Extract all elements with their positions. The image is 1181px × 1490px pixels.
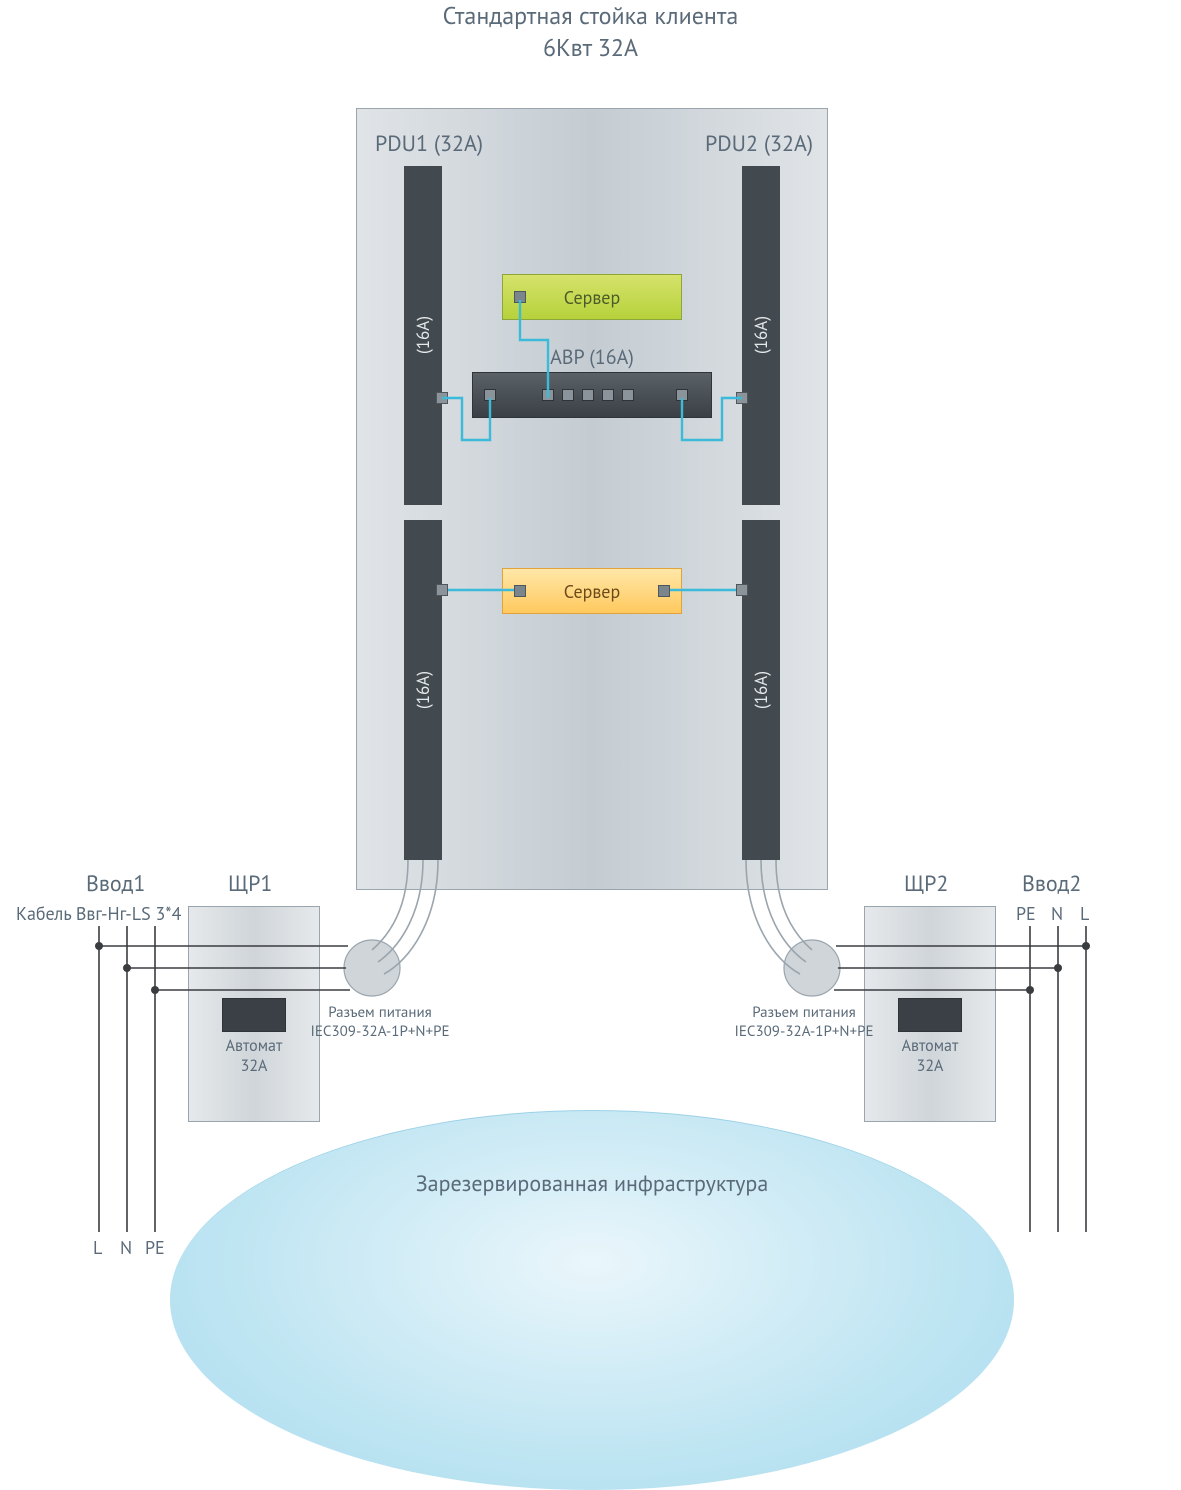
pdu1-port-avr-icon [436,392,448,404]
automat-left-label: Автомат 32А [200,1036,308,1076]
avr-port-right-icon [676,389,688,401]
pdu2-seg-bot: (16А) [742,520,780,860]
connector-right-label2: IEC309-32A-1P+N+PE [734,1022,873,1041]
input2-title: Ввод2 [1022,870,1081,898]
avr-port-mid5-icon [622,389,634,401]
input2-PE: PE [1016,902,1036,925]
automat-left [222,998,286,1032]
input2-L: L [1080,902,1089,925]
input1-title: Ввод1 [86,870,145,898]
pdu1-seg-top-label: (16А) [404,166,442,505]
connector-left-label2: IEC309-32A-1P+N+PE [310,1022,449,1041]
server-orange-port-right-icon [658,585,670,597]
server-orange-port-left-icon [514,585,526,597]
input-lines-left [99,926,155,1232]
pdu1-seg-bot-label: (16А) [404,520,442,860]
automat-left-label1: Автомат [226,1036,283,1056]
avr-port-mid4-icon [602,389,614,401]
automat-right-label2: 32А [917,1056,944,1076]
avr-label: АВР (16А) [472,344,712,370]
avr-port-mid1-icon [542,389,554,401]
automat-right-label: Автомат 32А [876,1036,984,1076]
cable-label: Кабель Ввг-Нг-LS 3*4 [16,902,181,925]
pdu2-label: PDU2 (32А) [694,130,824,158]
input1-L: L [93,1236,102,1259]
automat-right-label1: Автомат [902,1036,959,1056]
pdu1-label: PDU1 (32А) [364,130,494,158]
pdu2-port-avr-icon [736,392,748,404]
connector-right-label1: Разъем питания [752,1003,856,1022]
pdu1-port-server2-icon [436,584,448,596]
connector-right-label: Разъем питания IEC309-32A-1P+N+PE [724,1004,884,1042]
cloud-label: Зарезервированная инфраструктура [170,1170,1014,1198]
input1-PE: PE [145,1236,165,1259]
server-green: Сервер [502,274,682,320]
panel2-title: ЩР2 [904,870,948,898]
pdu1-seg-bot: (16А) [404,520,442,860]
automat-left-label2: 32А [241,1056,268,1076]
connector-left-label1: Разъем питания [328,1003,432,1022]
title-line1: Стандартная стойка клиента [0,0,1181,32]
connector-left-icon [344,940,400,996]
input2-N: N [1051,902,1063,925]
connector-left-label: Разъем питания IEC309-32A-1P+N+PE [300,1004,460,1042]
server-orange-label: Сервер [503,569,681,613]
pdu2-seg-top: (16А) [742,166,780,505]
input1-N: N [120,1236,132,1259]
title-line2: 6Квт 32А [0,32,1181,64]
server-green-port-icon [514,291,526,303]
connector-right-icon [784,940,840,996]
diagram-title: Стандартная стойка клиента 6Квт 32А [0,0,1181,65]
automat-right [898,998,962,1032]
pdu2-seg-bot-label: (16А) [742,520,780,860]
pdu2-seg-top-label: (16А) [742,166,780,505]
input-lines-right [1030,926,1086,1232]
pdu2-port-server2-icon [736,584,748,596]
panel1-title: ЩР1 [228,870,272,898]
cloud-infra [170,1110,1014,1490]
avr-port-mid3-icon [582,389,594,401]
avr-port-left-icon [484,389,496,401]
pdu1-seg-top: (16А) [404,166,442,505]
server-orange: Сервер [502,568,682,614]
server-green-label: Сервер [503,275,681,319]
avr-port-mid2-icon [562,389,574,401]
